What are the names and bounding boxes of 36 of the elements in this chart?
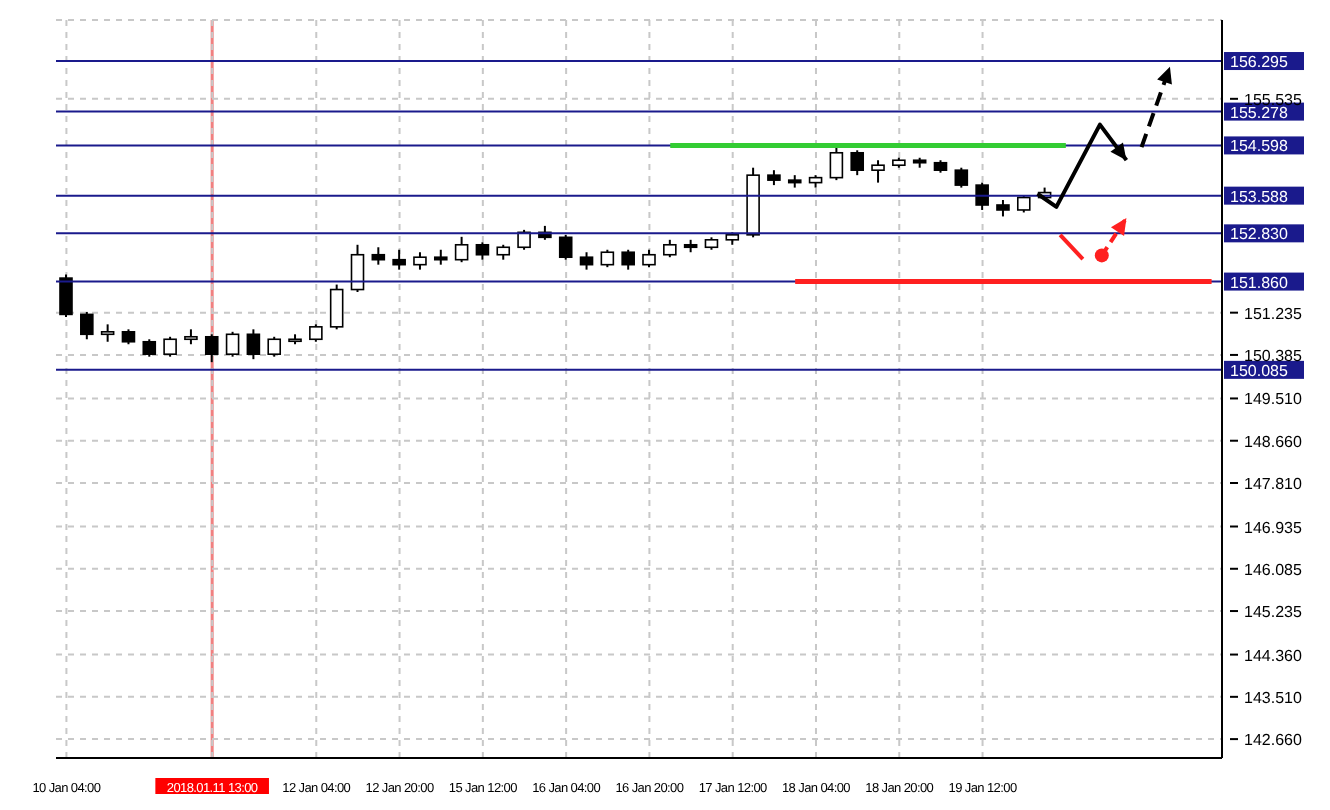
y-tick-label: 142.660	[1244, 731, 1303, 750]
y-tick-label: 151.235	[1244, 304, 1303, 323]
candlestick	[80, 310, 94, 341]
candlestick	[975, 181, 989, 211]
candlestick	[59, 273, 73, 318]
ref-line-label: 151.860	[1230, 273, 1289, 292]
y-tick-label: 146.935	[1244, 518, 1303, 537]
candlestick	[392, 248, 406, 271]
y-tick-label: 146.085	[1244, 560, 1303, 579]
ref-line-label: 155.278	[1230, 103, 1289, 122]
candlestick	[225, 330, 240, 358]
y-tick-label: 148.660	[1244, 432, 1303, 451]
candlestick	[454, 235, 469, 264]
ref-line-label: 150.085	[1230, 361, 1289, 380]
y-tick-label: 149.510	[1244, 390, 1303, 409]
y-tick-label: 144.360	[1244, 646, 1303, 665]
candlestick	[829, 146, 844, 182]
candlestick	[621, 248, 635, 271]
y-tick-label: 147.810	[1244, 474, 1303, 493]
ref-line-label: 153.588	[1230, 187, 1289, 206]
y-tick-label: 150.385	[1244, 346, 1303, 365]
candlestick	[954, 166, 969, 189]
ref-line-label: 152.830	[1230, 225, 1289, 244]
ref-line-label: 154.598	[1230, 137, 1289, 156]
candlestick	[204, 333, 219, 364]
candlestick	[267, 335, 282, 358]
candlestick	[871, 159, 885, 184]
candlestick	[329, 283, 344, 331]
candlestick	[850, 149, 865, 177]
ref-line-label: 156.295	[1230, 53, 1289, 72]
candlestick	[558, 233, 573, 261]
candlestick	[246, 328, 261, 361]
y-tick-label: 145.235	[1244, 603, 1303, 622]
candlestick	[163, 335, 177, 358]
y-tick-label: 143.510	[1244, 688, 1303, 707]
candlestick	[350, 243, 365, 294]
